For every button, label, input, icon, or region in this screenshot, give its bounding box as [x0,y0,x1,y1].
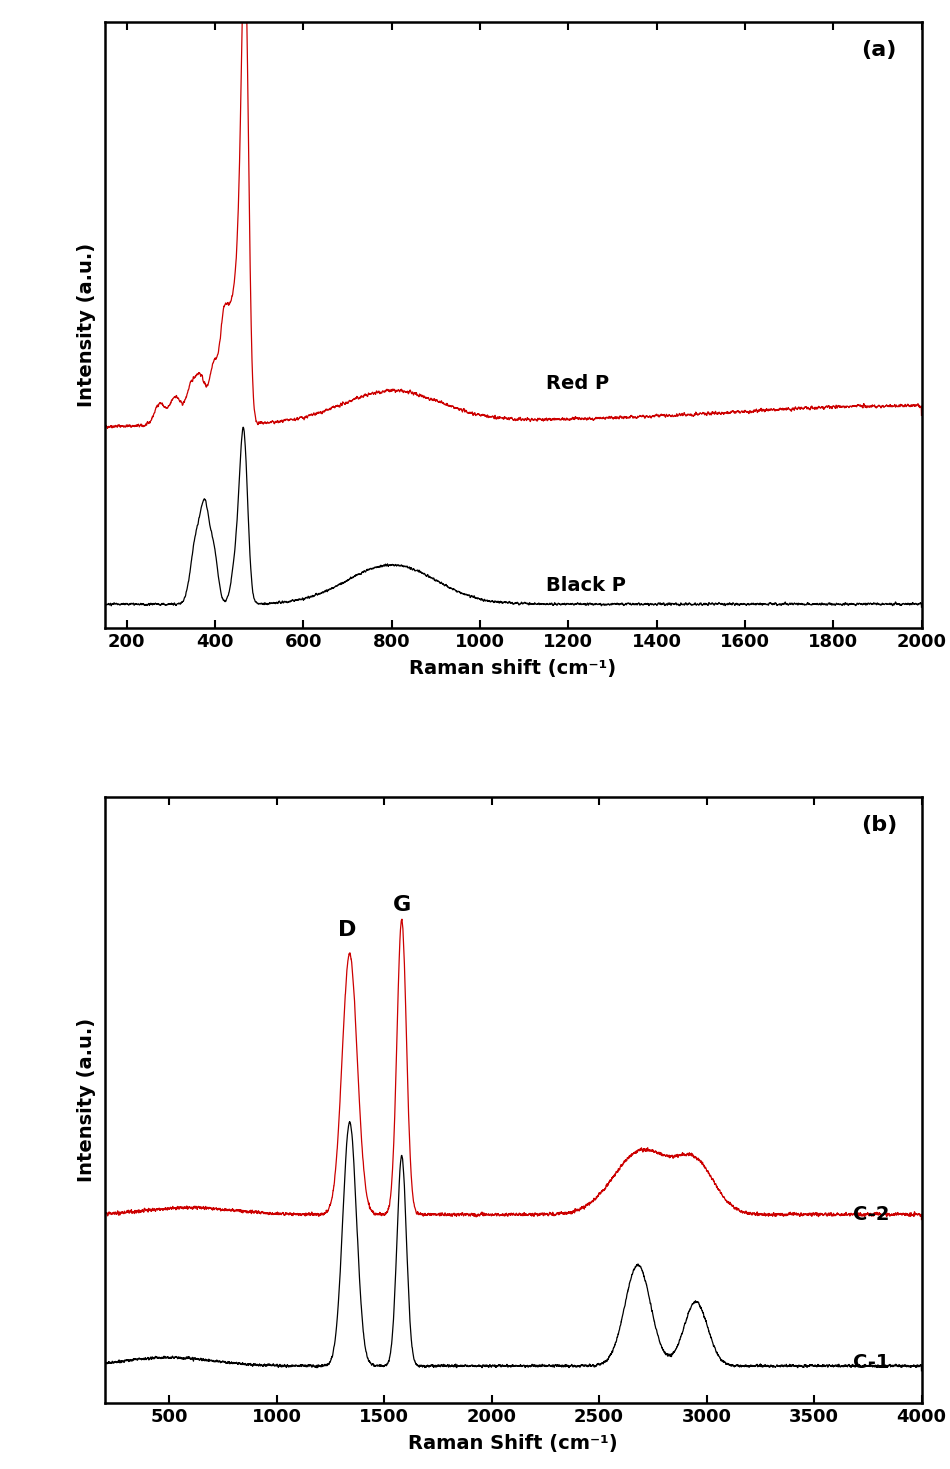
Y-axis label: Intensity (a.u.): Intensity (a.u.) [77,1018,96,1183]
Text: (b): (b) [861,815,897,836]
Text: C-2: C-2 [853,1205,889,1224]
Y-axis label: Intensity (a.u.): Intensity (a.u.) [77,242,96,407]
Text: D: D [338,920,356,940]
X-axis label: Raman Shift (cm⁻¹): Raman Shift (cm⁻¹) [408,1434,618,1453]
Text: G: G [392,895,410,915]
Text: (a): (a) [862,40,897,60]
Text: Black P: Black P [546,576,626,595]
X-axis label: Raman shift (cm⁻¹): Raman shift (cm⁻¹) [409,660,617,677]
Text: C-1: C-1 [853,1353,889,1372]
Text: Red P: Red P [546,375,609,394]
